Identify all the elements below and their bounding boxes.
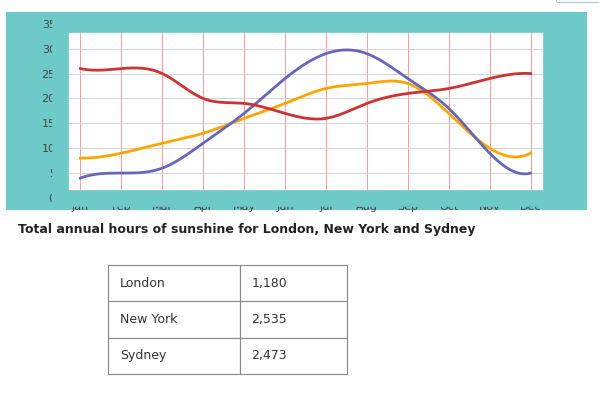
Bar (108, 338, 240, 374)
Bar (240, 338, 347, 374)
Bar (108, 301, 240, 338)
Text: New York: New York (120, 313, 177, 326)
Legend: London, New York, Sydney: London, New York, Sydney (555, 0, 599, 2)
Text: 2,535: 2,535 (252, 313, 288, 326)
Text: 1,180: 1,180 (252, 276, 288, 289)
Text: Total annual hours of sunshine for London, New York and Sydney: Total annual hours of sunshine for Londo… (18, 223, 476, 236)
Bar (240, 301, 347, 338)
Bar (108, 265, 240, 301)
Text: 2,473: 2,473 (252, 349, 287, 362)
Bar (240, 265, 347, 301)
Text: Sydney: Sydney (120, 349, 166, 362)
Text: London: London (120, 276, 165, 289)
